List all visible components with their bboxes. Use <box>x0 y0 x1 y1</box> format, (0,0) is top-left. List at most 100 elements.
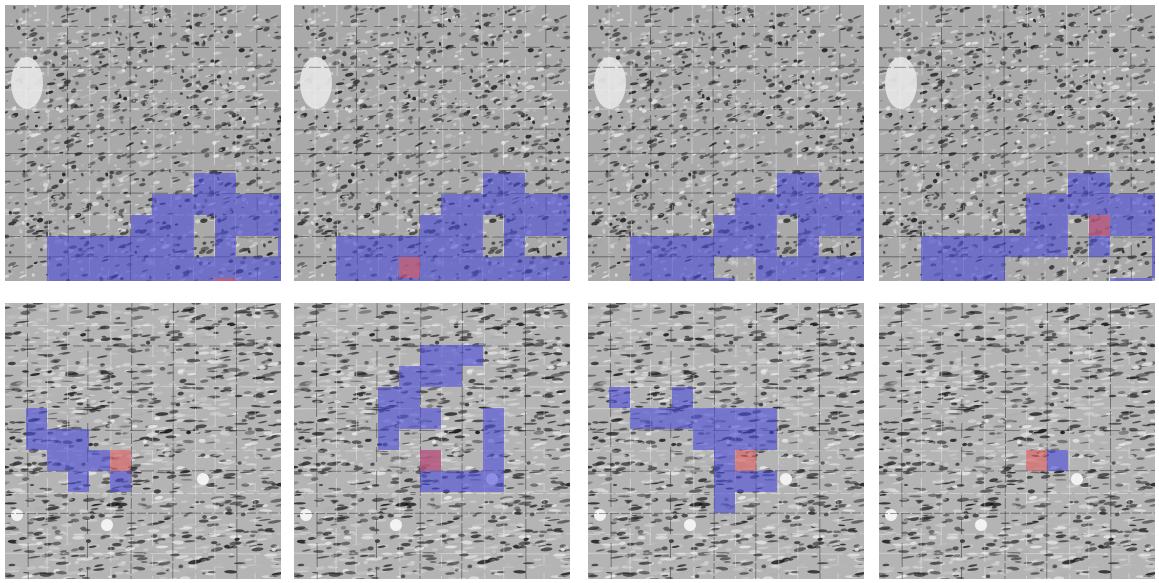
similar-patch-cell-group <box>336 173 570 281</box>
similar-patch-cell <box>630 278 651 281</box>
similar-patch-cell <box>483 278 504 281</box>
similar-patch-cell-group <box>378 345 504 492</box>
similar-patch-cell <box>1089 236 1110 257</box>
similar-patch-cell <box>152 215 173 236</box>
similar-patch-cell <box>504 194 525 215</box>
similar-patch-cell <box>441 257 462 278</box>
similar-patch-cell <box>504 173 525 194</box>
similar-patch-cell-group <box>1047 450 1068 471</box>
similar-patch-cell <box>68 257 89 278</box>
similar-patch-cell <box>921 278 942 281</box>
similar-patch-cell <box>1026 215 1047 236</box>
similar-patch-cell <box>68 429 89 450</box>
similar-patch-cell <box>462 236 483 257</box>
similar-patch-cell <box>672 408 693 429</box>
similar-patch-cell <box>714 450 735 471</box>
similar-patch-cell <box>546 257 567 278</box>
similar-patch-cell <box>173 215 194 236</box>
panel-r1-c0 <box>5 303 281 579</box>
similar-patch-cell-group <box>630 173 864 281</box>
similar-patch-cell <box>630 257 651 278</box>
similar-patch-cell <box>462 215 483 236</box>
similar-patch-cell <box>378 278 399 281</box>
query-patch-cell-group <box>420 450 441 471</box>
similar-patch-cell <box>798 194 819 215</box>
similar-patch-cell <box>840 257 861 278</box>
similar-patch-cell <box>110 278 131 281</box>
similar-patch-cell <box>735 471 756 492</box>
similar-patch-cell <box>399 387 420 408</box>
similar-patch-cell <box>963 278 984 281</box>
similar-patch-cell <box>798 173 819 194</box>
similar-patch-cell <box>819 257 840 278</box>
similar-patch-cell <box>1152 194 1155 215</box>
similar-patch-cell <box>336 278 357 281</box>
similar-patch-cell <box>756 278 777 281</box>
similar-patch-cell <box>215 257 236 278</box>
similar-patch-cell <box>567 194 570 215</box>
similar-patch-cell <box>1089 173 1110 194</box>
similar-patch-cell <box>672 387 693 408</box>
similar-patch-cell <box>278 257 281 278</box>
similar-patch-cell <box>1152 215 1155 236</box>
similar-patch-cell <box>236 257 257 278</box>
panel-r0-c2 <box>588 5 864 281</box>
similar-patch-cell <box>735 236 756 257</box>
similar-patch-cell <box>861 236 864 257</box>
similar-patch-cell <box>278 278 281 281</box>
similar-patch-cell <box>131 278 152 281</box>
similar-patch-cell <box>278 215 281 236</box>
similar-patch-cell <box>567 215 570 236</box>
similar-patch-cell <box>399 236 420 257</box>
similar-patch-cell <box>984 278 1005 281</box>
similar-patch-cell <box>152 194 173 215</box>
similar-patch-cell <box>131 257 152 278</box>
similar-patch-cell <box>68 278 89 281</box>
query-patch-cell-group <box>1089 215 1110 236</box>
similar-patch-cell <box>152 257 173 278</box>
similar-patch-cell <box>462 345 483 366</box>
similar-patch-cell <box>546 194 567 215</box>
similar-patch-cell <box>504 215 525 236</box>
similar-patch-cell <box>378 429 399 450</box>
similar-patch-cell <box>756 471 777 492</box>
similar-patch-cell <box>942 236 963 257</box>
panel-r1-c3 <box>879 303 1155 579</box>
similar-patch-cell <box>609 387 630 408</box>
similar-patch-cell <box>756 236 777 257</box>
similar-patch-cell <box>215 236 236 257</box>
similar-patch-cell <box>630 236 651 257</box>
similar-patch-cell <box>1131 215 1152 236</box>
similar-patch-cell <box>756 215 777 236</box>
similar-patch-cell <box>1068 194 1089 215</box>
similar-patch-cell <box>47 257 68 278</box>
similar-patch-cell <box>483 450 504 471</box>
similar-patch-cell <box>714 215 735 236</box>
similar-patch-cell <box>483 257 504 278</box>
query-patch-cell <box>1089 215 1110 236</box>
similar-patch-cell <box>483 173 504 194</box>
similar-patch-cell <box>236 215 257 236</box>
similar-patch-cell <box>47 278 68 281</box>
similar-patch-cell <box>215 173 236 194</box>
similar-patch-cell <box>984 236 1005 257</box>
similar-patch-cell <box>1110 278 1131 281</box>
similar-patch-cell <box>462 278 483 281</box>
similar-patch-cell <box>441 345 462 366</box>
similar-patch-cell <box>714 471 735 492</box>
query-patch-cell-group <box>215 278 236 281</box>
similar-patch-cell <box>257 257 278 278</box>
similar-patch-cell <box>89 236 110 257</box>
similar-patch-cell <box>504 236 525 257</box>
similar-patch-cell <box>110 257 131 278</box>
similar-patch-cell <box>441 471 462 492</box>
tile-seam-lines <box>879 5 1155 281</box>
micrograph-image <box>5 5 281 281</box>
similar-patch-cell <box>68 450 89 471</box>
similar-patch-cell <box>420 278 441 281</box>
similar-patch-cell <box>1110 215 1131 236</box>
similar-patch-cell <box>399 278 420 281</box>
similar-patch-cell <box>110 471 131 492</box>
similar-patch-cell <box>963 257 984 278</box>
similar-patch-cell <box>257 278 278 281</box>
